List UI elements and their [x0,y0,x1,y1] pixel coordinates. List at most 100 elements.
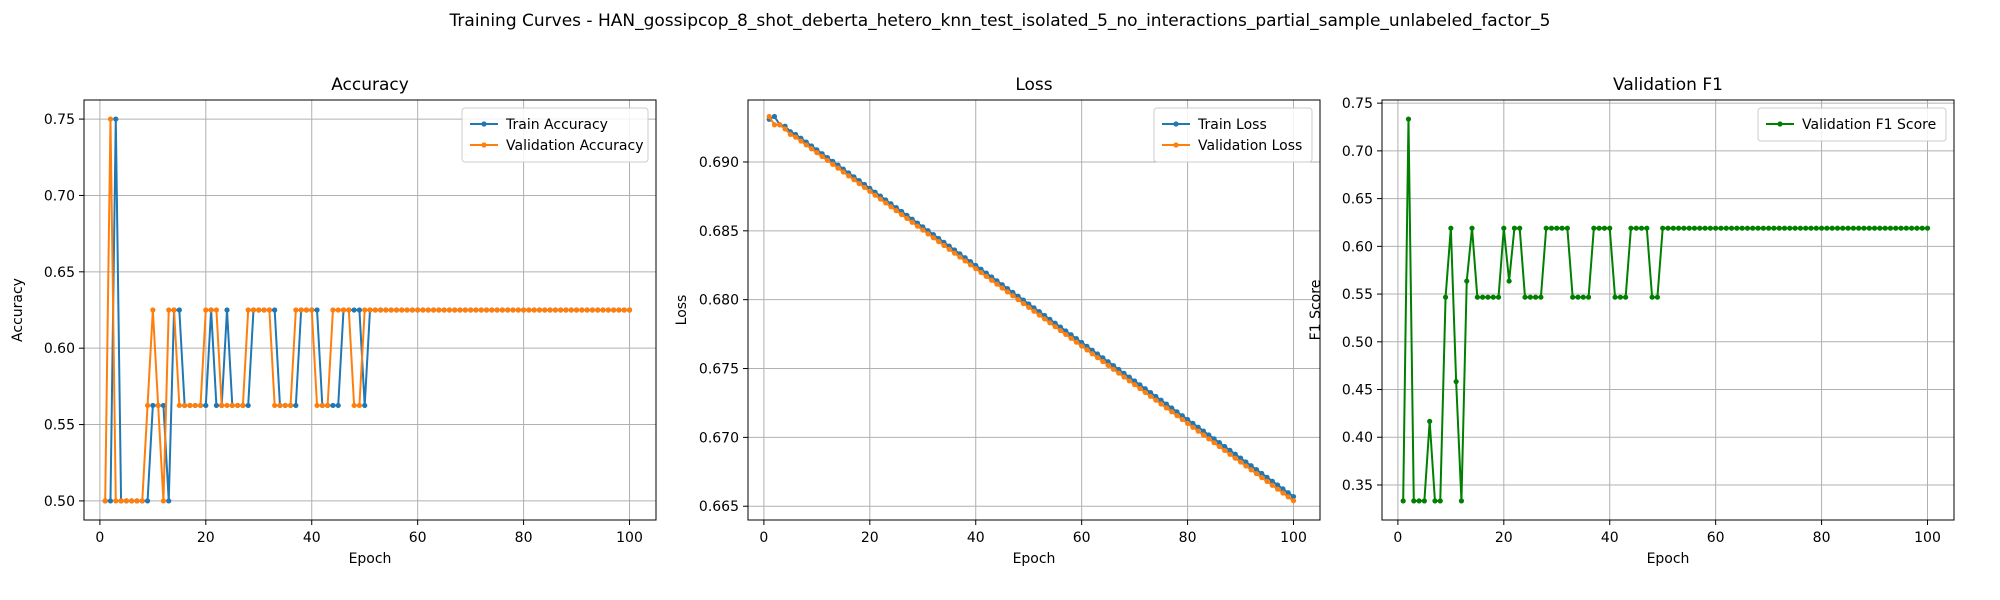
y-tick-label: 0.65 [44,265,75,281]
data-point [1195,424,1201,430]
data-point [1697,225,1703,231]
data-point [1275,482,1281,488]
data-point [1495,294,1502,300]
data-point [452,307,458,313]
data-point [436,307,442,313]
data-point [1237,455,1244,461]
data-point [1047,320,1053,326]
data-point [1184,416,1191,423]
data-point [978,269,984,276]
chart-title: Loss [1015,75,1052,95]
data-point [1543,225,1549,231]
x-tick-label: 40 [967,530,985,546]
data-point [362,402,368,409]
data-point [118,498,124,504]
data-point [1474,294,1480,300]
data-point [155,402,161,409]
data-point [160,498,167,504]
data-point [314,402,320,409]
data-point [611,307,617,313]
data-point [393,307,400,313]
data-point [930,235,936,241]
data-point [468,307,474,313]
x-tick-label: 20 [197,530,215,546]
data-point [213,307,220,313]
data-point [446,307,453,313]
data-point [420,307,426,313]
data-point [1713,225,1719,231]
data-point [1728,225,1735,231]
data-point [1259,474,1265,481]
data-point [1437,498,1443,504]
data-point [219,402,225,409]
data-point [1707,225,1713,231]
data-point [1485,294,1491,300]
data-point [1179,416,1185,423]
series-line-loss-1 [768,115,1295,502]
data-point [798,138,804,144]
plot-frame [83,99,657,521]
data-point [319,402,325,409]
data-point [483,307,490,313]
data-point [1850,225,1856,231]
legend-label: Validation F1 Score [1802,117,1936,133]
data-point [846,173,852,179]
legend-box [461,107,649,163]
data-point [1575,294,1581,300]
y-tick-label: 0.60 [44,341,75,357]
x-tick-label: 40 [303,530,321,546]
data-point [457,307,463,313]
data-point [1924,225,1931,231]
data-point [872,192,878,198]
data-point [1813,225,1819,231]
legend-marker [1777,121,1783,127]
data-point [113,116,119,122]
data-point [1142,389,1148,396]
data-point [1121,374,1127,380]
data-point [1723,225,1729,231]
data-point [1179,413,1185,419]
data-point [1227,447,1233,453]
data-point [229,402,235,409]
data-point [1147,393,1154,399]
y-tick-label: 0.40 [1342,430,1373,446]
y-tick-label: 0.75 [1342,96,1373,112]
data-point [835,165,841,171]
data-point [372,307,378,313]
data-point [1797,225,1804,231]
legend-label: Validation Accuracy [506,138,644,154]
data-point [1004,289,1011,295]
data-point [536,307,543,313]
data-point [1856,225,1862,231]
data-point [123,498,129,504]
legend: Train Accuracy Validation Accuracy [461,107,649,163]
data-point [1903,225,1909,231]
data-point [1137,385,1143,392]
data-point [941,242,947,249]
data-point [563,307,569,313]
data-point [1601,225,1608,231]
data-point [1206,432,1212,438]
data-point [851,177,857,183]
data-point [256,307,262,313]
data-point [1501,225,1507,231]
data-point [1126,378,1132,384]
chart-title: Validation F1 [1613,75,1723,95]
data-point [1840,225,1846,231]
data-point [1248,467,1254,473]
data-point [1766,225,1772,231]
data-point [261,307,267,313]
data-point [1121,370,1127,376]
data-point [478,307,484,313]
legend-marker [481,121,487,127]
legend: Validation F1 Score [1757,107,1947,142]
data-point [1649,294,1655,300]
data-point [325,402,331,409]
data-point [1089,351,1095,357]
data-point [1280,490,1286,496]
data-point [176,307,182,313]
data-point [1010,293,1016,299]
data-point [542,307,548,313]
data-point [1100,355,1106,361]
data-point [1020,300,1027,307]
